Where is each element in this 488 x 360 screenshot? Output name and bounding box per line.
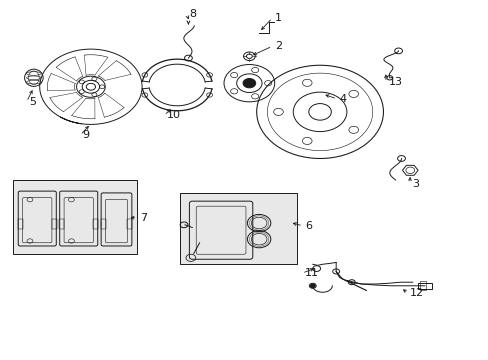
Text: 11: 11 bbox=[304, 268, 318, 278]
Bar bbox=[101, 220, 105, 229]
Circle shape bbox=[310, 284, 315, 288]
Circle shape bbox=[243, 78, 255, 88]
Bar bbox=[419, 282, 425, 290]
Bar bbox=[417, 283, 431, 289]
Text: 4: 4 bbox=[339, 94, 346, 104]
Bar bbox=[93, 219, 98, 229]
Text: 6: 6 bbox=[305, 221, 312, 231]
Text: 9: 9 bbox=[82, 130, 90, 140]
Text: 12: 12 bbox=[409, 288, 424, 298]
Bar bbox=[127, 220, 132, 229]
Bar bbox=[59, 219, 64, 229]
Text: 13: 13 bbox=[387, 77, 402, 87]
Text: 10: 10 bbox=[166, 111, 180, 121]
Text: 5: 5 bbox=[29, 97, 36, 107]
Bar bbox=[13, 180, 137, 253]
Text: 8: 8 bbox=[189, 9, 196, 19]
Bar bbox=[52, 219, 57, 229]
Text: 2: 2 bbox=[274, 41, 281, 51]
Text: 7: 7 bbox=[140, 213, 146, 222]
Bar bbox=[180, 193, 297, 264]
Text: 1: 1 bbox=[274, 13, 281, 23]
Text: 3: 3 bbox=[411, 179, 418, 189]
Bar bbox=[18, 219, 22, 229]
